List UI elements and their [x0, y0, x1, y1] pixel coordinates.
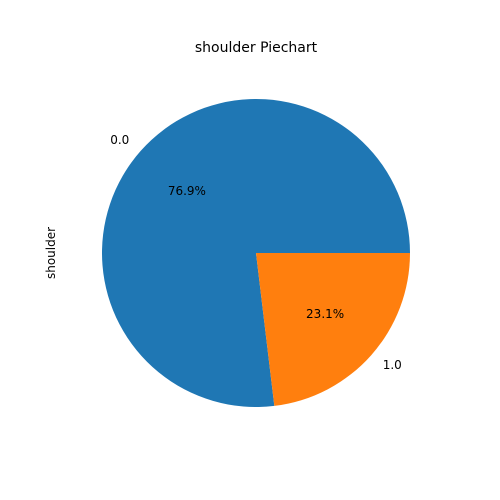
pie-slice-1.0 [256, 253, 410, 406]
pie-slices [101, 99, 410, 408]
percent-label-0.0: 76.9% [168, 184, 206, 198]
slice-label-1.0: 1.0 [383, 358, 402, 372]
y-axis-label: shoulder [44, 227, 58, 279]
slice-label-0.0: 0.0 [110, 133, 129, 147]
pie-slice-0.0 [101, 99, 410, 408]
chart-title: shoulder Piechart [195, 40, 318, 56]
percent-label-1.0: 23.1% [306, 307, 344, 321]
pie-labels: 0.0 76.9% 1.0 23.1% [110, 133, 402, 372]
